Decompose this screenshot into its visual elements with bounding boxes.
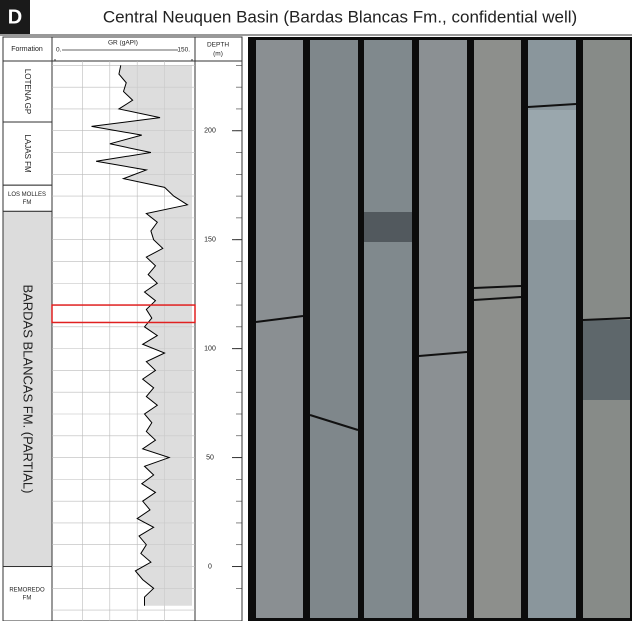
gr-fill — [92, 65, 192, 605]
formation-box — [3, 185, 52, 211]
formation-label: FM — [23, 595, 32, 601]
y-tick-label: 50 — [206, 454, 214, 461]
y-tick-label: 100 — [204, 345, 216, 352]
x-axis-label: GR (gAPI) — [108, 40, 138, 47]
y-tick-label: 0 — [208, 563, 212, 570]
y-axis-unit: (m) — [213, 51, 223, 58]
figure: D Central Neuquen Basin (Bardas Blancas … — [0, 0, 632, 621]
formation-label: LOS MOLLES — [8, 192, 46, 198]
formation-box — [3, 567, 52, 621]
x-tick-label: 150. — [177, 47, 190, 54]
formation-label: FM — [23, 200, 32, 206]
y-tick-label: 200 — [204, 128, 216, 135]
x-tick-label: 0. — [56, 47, 62, 54]
y-tick-label: 150 — [204, 237, 216, 244]
formation-label: BARDAS BLANCAS FM. (PARTIAL) — [21, 284, 36, 493]
formation-header: Formation — [11, 46, 43, 53]
chart-title: Central Neuquen Basin (Bardas Blancas Fm… — [103, 7, 577, 26]
panel-label: D — [8, 6, 22, 28]
formation-label: LAJAS FM — [23, 134, 32, 173]
core-photos — [248, 37, 632, 621]
formation-label: REMOREDO — [9, 587, 45, 593]
y-axis-label: DEPTH — [207, 42, 229, 49]
formation-label: LOTENA GP — [23, 69, 32, 114]
